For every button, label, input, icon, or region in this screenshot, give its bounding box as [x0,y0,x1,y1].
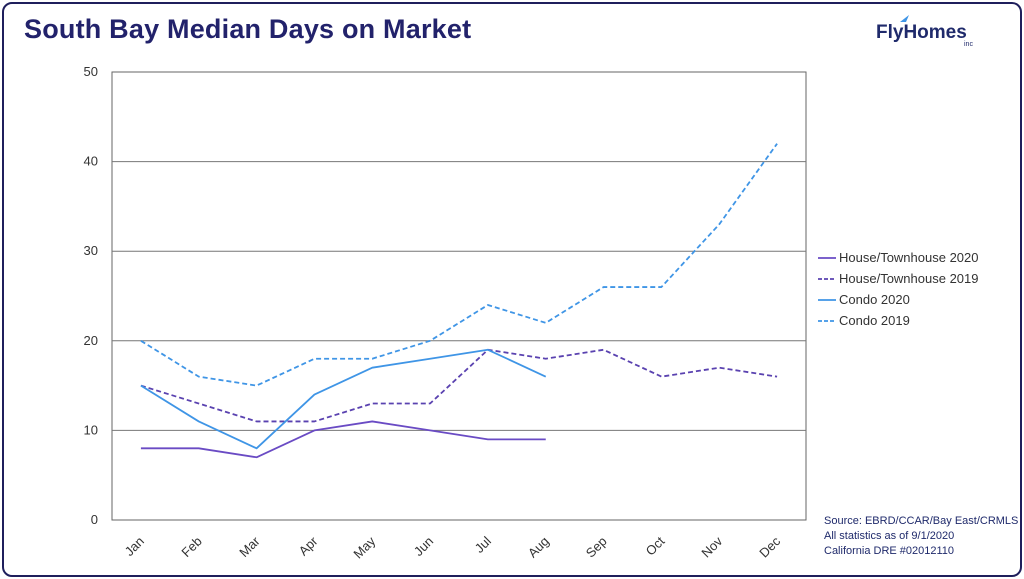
x-tick-label: May [350,533,378,561]
x-tick-label: Sep [583,534,610,561]
plot-area [111,71,807,521]
date-line: All statistics as of 9/1/2020 [824,530,955,542]
series-lines [140,143,778,459]
legend-label: Condo 2020 [839,292,910,307]
x-tick-label: Aug [525,534,552,561]
y-tick-label: 0 [91,512,98,527]
y-tick-label: 10 [84,422,98,437]
x-tick-label: Oct [643,533,668,558]
x-tick-label: Mar [236,533,263,560]
y-tick-label: 30 [84,243,98,258]
source-line: Source: EBRD/CCAR/Bay East/CRMLS [824,515,1019,527]
series-line [140,143,778,387]
y-tick-label: 50 [84,64,98,79]
chart-title: South Bay Median Days on Market [24,14,472,44]
legend-label: House/Townhouse 2020 [839,250,979,265]
series-line [140,348,778,423]
x-tick-label: Nov [698,533,725,560]
y-axis-ticks: 0 10 20 30 40 50 [84,64,98,527]
x-tick-label: Jan [122,534,147,559]
grid-lines [111,71,807,521]
legend: House/Townhouse 2020 House/Townhouse 2019… [818,250,979,328]
logo-text: FlyHomes [876,22,967,43]
logo-suffix: inc [964,41,973,48]
logo-wing-icon [900,15,909,22]
x-axis-ticks: Jan Feb Mar Apr May Jun Jul Aug Sep Oct Nov Dec [122,533,784,561]
flyhomes-logo: FlyHomes inc [876,15,973,48]
x-tick-label: Jun [411,534,436,559]
source-note: Source: EBRD/CCAR/Bay East/CRMLS All sta… [824,514,1018,559]
license-line: California DRE #02012110 [824,545,955,557]
y-tick-label: 20 [84,333,98,348]
x-tick-label: Jul [472,533,494,555]
x-tick-label: Apr [296,533,321,558]
series-line [140,420,546,459]
legend-label: House/Townhouse 2019 [839,271,979,286]
legend-label: Condo 2019 [839,313,910,328]
series-line [140,348,547,450]
x-tick-label: Dec [756,533,783,560]
x-tick-label: Feb [178,534,204,560]
y-tick-label: 40 [84,154,98,169]
